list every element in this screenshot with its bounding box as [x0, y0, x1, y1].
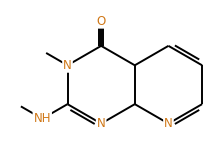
Text: N: N	[97, 117, 106, 130]
Text: O: O	[97, 15, 106, 28]
Text: N: N	[63, 59, 72, 72]
Text: NH: NH	[34, 112, 51, 125]
Text: N: N	[164, 117, 173, 130]
